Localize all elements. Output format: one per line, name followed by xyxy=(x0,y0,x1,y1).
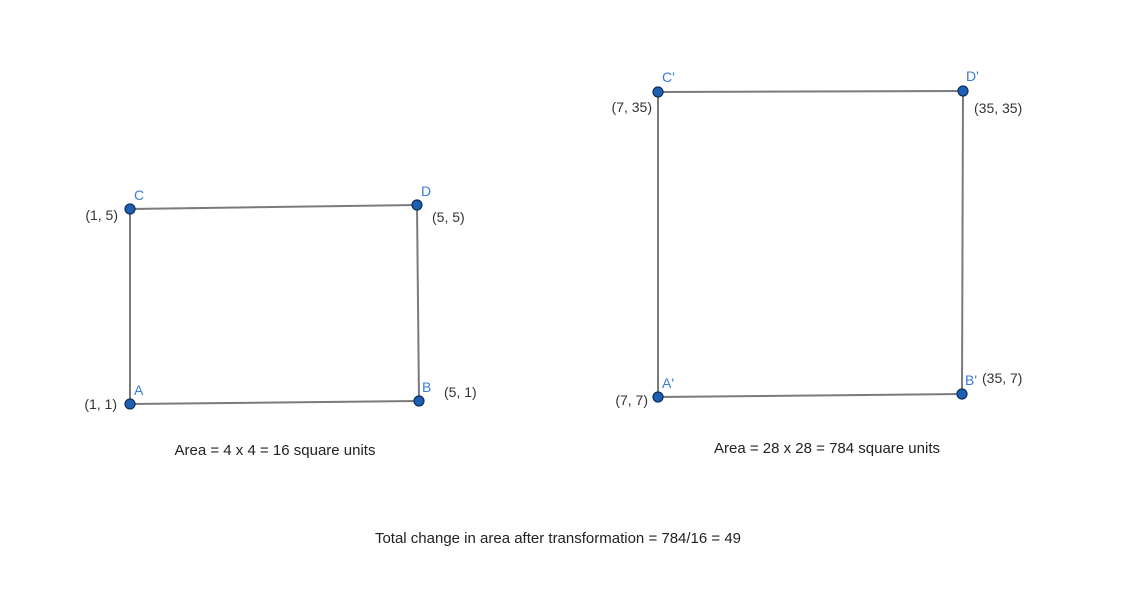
edge-ba xyxy=(129,400,420,405)
edge-c-prime-d-prime xyxy=(657,90,964,93)
image-shape: A' B' C' D' (7, 7) (35, 7) (7, 35) (35, … xyxy=(612,68,1023,457)
vertex-label-b: B xyxy=(422,379,431,395)
point-b[interactable] xyxy=(413,395,425,407)
vertex-label-d-prime: D' xyxy=(966,68,979,84)
point-c-prime[interactable] xyxy=(652,86,664,98)
coord-label-a: (1, 1) xyxy=(84,396,117,412)
coord-label-d-prime: (35, 35) xyxy=(974,100,1022,116)
vertex-label-c-prime: C' xyxy=(662,69,675,85)
point-b-prime[interactable] xyxy=(956,388,968,400)
coord-label-c: (1, 5) xyxy=(85,207,118,223)
edge-b-prime-a-prime xyxy=(657,393,963,398)
point-d[interactable] xyxy=(411,199,423,211)
vertex-label-b-prime: B' xyxy=(965,372,977,388)
area-change-summary: Total change in area after transformatio… xyxy=(375,530,741,547)
point-a-prime[interactable] xyxy=(652,391,664,403)
area-text-image: Area = 28 x 28 = 784 square units xyxy=(714,440,940,457)
coord-label-d: (5, 5) xyxy=(432,209,465,225)
coord-label-b: (5, 1) xyxy=(444,384,477,400)
coord-label-a-prime: (7, 7) xyxy=(615,392,648,408)
edge-cd xyxy=(129,204,418,210)
coord-label-c-prime: (7, 35) xyxy=(612,99,652,115)
vertex-label-c: C xyxy=(134,187,144,203)
edge-d-prime-b-prime xyxy=(961,90,964,395)
point-a[interactable] xyxy=(124,398,136,410)
vertex-label-a: A xyxy=(134,382,144,398)
original-shape: A B C D (1, 1) (5, 1) (1, 5) (5, 5) Area… xyxy=(84,183,476,459)
point-d-prime[interactable] xyxy=(957,85,969,97)
area-text-original: Area = 4 x 4 = 16 square units xyxy=(175,442,376,459)
vertex-label-a-prime: A' xyxy=(662,375,674,391)
point-c[interactable] xyxy=(124,203,136,215)
coord-label-b-prime: (35, 7) xyxy=(982,370,1022,386)
vertex-label-d: D xyxy=(421,183,431,199)
edge-db xyxy=(416,204,420,402)
